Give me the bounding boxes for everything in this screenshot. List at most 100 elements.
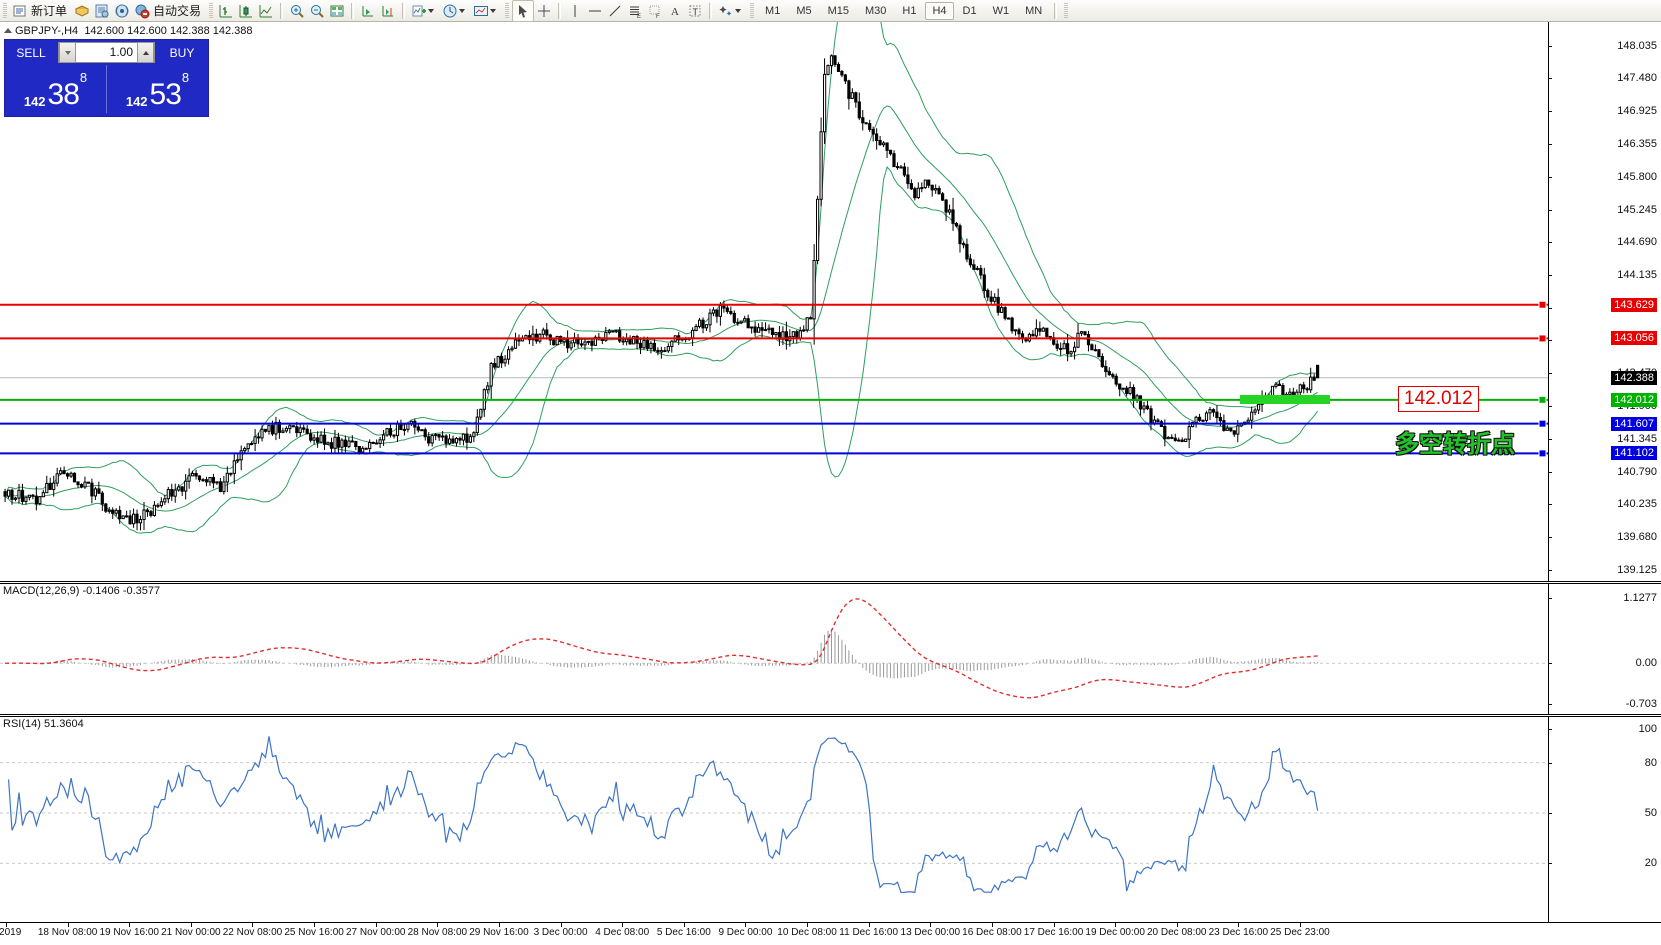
rsi-label: RSI(14) 51.3604: [3, 718, 84, 730]
rsi-axis[interactable]: 100 80 50 20: [1548, 717, 1661, 923]
bar-chart-button[interactable]: [216, 1, 236, 21]
level-price-label-141-607[interactable]: 141.607: [1611, 416, 1657, 431]
macd-tick: [1548, 704, 1552, 705]
level-price-label-143-056[interactable]: 143.056: [1611, 331, 1657, 346]
time-tick: [437, 923, 439, 927]
time-tick: [129, 923, 131, 927]
objects-dropdown-caret[interactable]: [735, 8, 742, 13]
toolbar-grip-3[interactable]: [505, 2, 510, 19]
time-tick: [868, 923, 870, 927]
zoom-in-button[interactable]: [287, 1, 307, 21]
toolbar-grip-5[interactable]: [1064, 2, 1069, 19]
svg-text:A: A: [671, 6, 679, 18]
timeframe-d1[interactable]: D1: [962, 4, 977, 17]
volume-input[interactable]: 1.00: [76, 43, 137, 62]
sell-price-fraction: 8: [79, 70, 88, 85]
rsi-pane[interactable]: RSI(14) 51.3604 100 80 50 20: [0, 717, 1661, 923]
objects-button[interactable]: [716, 1, 747, 21]
time-tick: [252, 923, 254, 927]
buy-price[interactable]: 142 53 8: [107, 65, 208, 113]
level-price-label-141-102[interactable]: 141.102: [1611, 446, 1657, 461]
time-tick: [314, 923, 316, 927]
period-dropdown-caret[interactable]: [459, 8, 466, 13]
indicators-icon: [411, 3, 427, 19]
signals-button[interactable]: [112, 1, 132, 21]
collapse-triangle-icon[interactable]: [4, 28, 12, 33]
price-tick-label: 146.925: [1617, 104, 1657, 117]
market-watch-icon: [94, 3, 110, 19]
shift-end-button[interactable]: [378, 1, 398, 21]
volume-decrease-button[interactable]: [59, 42, 76, 63]
crosshair-button[interactable]: [534, 1, 554, 21]
annotation-price-callout[interactable]: 142.012: [1398, 385, 1479, 412]
pane-separator-2[interactable]: [0, 714, 1661, 715]
price-tick-label: 144.135: [1617, 268, 1657, 281]
sell-button[interactable]: SELL: [16, 45, 46, 60]
briefcase-button[interactable]: [72, 1, 92, 21]
timeframe-h4[interactable]: H4: [925, 1, 954, 20]
price-tick-label: 146.355: [1617, 138, 1657, 151]
clock-icon: [442, 3, 458, 19]
volume-stepper[interactable]: 1.00: [58, 42, 155, 63]
volume-increase-button[interactable]: [137, 42, 154, 63]
level-price-label-143-629[interactable]: 143.629: [1611, 297, 1657, 312]
text-button[interactable]: A: [665, 1, 685, 21]
templates-button[interactable]: [471, 1, 502, 21]
price-tick: [1548, 504, 1552, 506]
vertical-line-button[interactable]: [565, 1, 585, 21]
cursor-button[interactable]: [512, 0, 535, 22]
channel-button[interactable]: F: [645, 1, 665, 21]
templates-dropdown-caret[interactable]: [490, 8, 497, 13]
price-axis[interactable]: 148.035 147.480 146.925 146.355 145.800 145.2…: [1548, 22, 1661, 581]
one-click-trading-panel[interactable]: SELL 1.00 BUY 142 38 8 142 53 8: [4, 39, 209, 117]
rsi-plot: [0, 736, 1548, 894]
timeframe-mn[interactable]: MN: [1025, 4, 1043, 17]
timeframe-m5[interactable]: M5: [796, 4, 812, 17]
period-button[interactable]: [440, 1, 471, 21]
time-tick-label: 28 Nov 08:00: [407, 927, 468, 938]
new-order-button[interactable]: 新订单: [10, 1, 72, 21]
market-watch-button[interactable]: [92, 1, 112, 21]
sell-price[interactable]: 142 38 8: [5, 65, 106, 113]
zoom-out-button[interactable]: [307, 1, 327, 21]
toolbar-grip-4[interactable]: [750, 2, 755, 19]
tile-windows-icon: [329, 3, 345, 19]
indicators-dropdown-caret[interactable]: [428, 8, 435, 13]
svg-text:T: T: [693, 7, 699, 17]
timeframe-h1[interactable]: H1: [902, 4, 917, 17]
shift-end-icon: [380, 3, 396, 19]
timeframe-w1[interactable]: W1: [992, 4, 1010, 17]
time-tick: [498, 923, 500, 927]
macd-plot: [0, 598, 1548, 699]
scroll-end-button[interactable]: [358, 1, 378, 21]
macd-pane[interactable]: MACD(12,26,9) -0.1406 -0.3577 1.1277 0.00…: [0, 584, 1661, 714]
trendline-button[interactable]: [605, 1, 625, 21]
buy-button[interactable]: BUY: [169, 45, 195, 60]
timeframe-m1[interactable]: M1: [765, 4, 781, 17]
price-tick-label: 140.790: [1617, 465, 1657, 478]
price-pane[interactable]: 148.035 147.480 146.925 146.355 145.800 145.2…: [0, 22, 1661, 581]
fibonacci-button[interactable]: E: [625, 1, 645, 21]
timeframe-m30[interactable]: M30: [865, 4, 887, 17]
highlight-rectangle[interactable]: [1240, 394, 1330, 404]
horizontal-line-button[interactable]: [585, 1, 605, 21]
autotrading-button[interactable]: 自动交易: [132, 1, 206, 21]
level-price-label-142-012[interactable]: 142.012: [1611, 392, 1657, 407]
chart-canvas[interactable]: GBPJPY-,H4 142.600 142.600 142.388 142.3…: [0, 22, 1661, 945]
tile-windows-button[interactable]: [327, 1, 347, 21]
text-label-button[interactable]: T: [685, 1, 705, 21]
line-chart-button[interactable]: [256, 1, 276, 21]
price-tick: [1548, 144, 1552, 146]
indicators-button[interactable]: [409, 1, 440, 21]
toolbar-grip[interactable]: [3, 2, 7, 19]
candlestick-chart-button[interactable]: [236, 1, 256, 21]
macd-axis[interactable]: 1.1277 0.00 -0.703: [1548, 584, 1661, 714]
time-tick-label: 17 Dec 16:00: [1023, 927, 1084, 938]
timeframe-m15[interactable]: M15: [827, 4, 849, 17]
annotation-note[interactable]: 多空转折点: [1395, 430, 1515, 458]
time-tick: [1115, 923, 1117, 927]
scroll-end-icon: [360, 3, 376, 19]
toolbar-grip-2[interactable]: [209, 2, 214, 19]
pane-separator-1[interactable]: [0, 581, 1661, 582]
